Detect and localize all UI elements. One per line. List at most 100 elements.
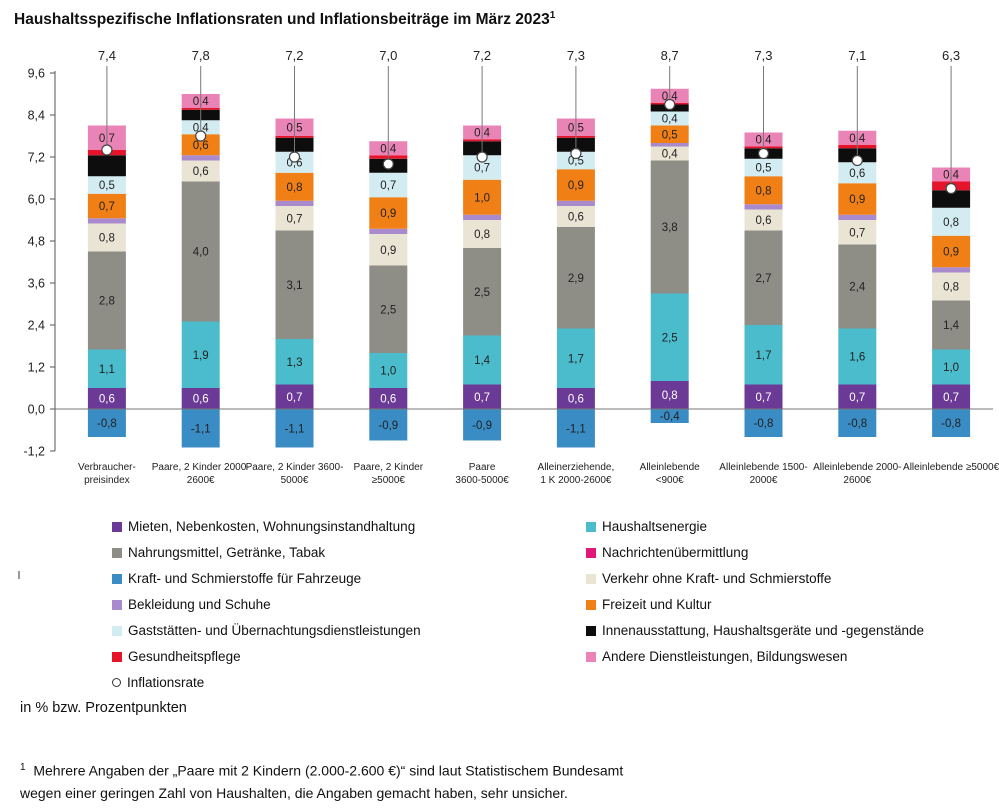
- bar-segment: [181, 181, 220, 322]
- legend-label: Innenausstattung, Haushaltsgeräte und -g…: [602, 623, 924, 638]
- bar-segment: [556, 200, 595, 206]
- segment-label: 1,4: [943, 320, 960, 332]
- legend-label: Inflationsrate: [127, 675, 205, 690]
- inflation-rate-label: 7,8: [192, 48, 210, 63]
- bar-segment: [463, 220, 502, 248]
- y-tick-label: 3,6: [28, 277, 45, 291]
- bar-segment: [744, 204, 783, 210]
- bar-segment: [744, 158, 783, 177]
- category-label: Alleinerziehende,: [538, 462, 615, 473]
- y-tick-label: 7,2: [28, 151, 45, 165]
- inflation-rate-label: 7,4: [98, 48, 116, 63]
- segment-label: 0,7: [849, 227, 865, 239]
- legend-swatch: [586, 521, 596, 532]
- segment-label: 0,7: [287, 392, 303, 404]
- segment-label: 3,8: [662, 222, 678, 234]
- footnote-text-1: Mehrere Angaben der „Paare mit 2 Kindern…: [33, 762, 624, 779]
- segment-label: -0,8: [754, 418, 774, 430]
- bar-segment: [650, 125, 689, 143]
- bar-segment: [369, 353, 408, 388]
- footnote: 1 Mehrere Angaben der „Paare mit 2 Kinde…: [20, 757, 623, 804]
- segment-label: 0,6: [193, 140, 209, 152]
- y-tick-label: 6,0: [28, 193, 45, 207]
- bar-segment: [369, 228, 408, 234]
- bar-segment: [744, 176, 783, 205]
- legend-swatch: [586, 547, 596, 558]
- bar-segment: [744, 209, 783, 231]
- bar-segment: [369, 388, 408, 409]
- segment-label: 1,4: [474, 355, 491, 367]
- segment-label: 1,6: [849, 352, 865, 364]
- segment-label: -0,9: [472, 420, 492, 432]
- bar-segment: [838, 162, 877, 184]
- category-label: ≥5000€: [372, 475, 406, 486]
- segment-label: -1,1: [191, 423, 211, 435]
- segment-label: 2,5: [662, 332, 678, 344]
- inflation-rate-label: 7,1: [848, 48, 866, 63]
- stacked-bar-chart: 9,6 8,4 7,2 6,0 4,8 3,6 2,4 1,2 0,0 -1,2 0,6 1,1 2,8…: [23, 48, 999, 486]
- bar-segment: [275, 384, 314, 409]
- bar-segment: [556, 328, 595, 388]
- bar-segment: [650, 409, 689, 423]
- chart-title-text: Haushaltsspezifische Inflationsraten und…: [14, 11, 550, 29]
- legend-item: Nachrichtenübermittlung: [586, 545, 748, 560]
- footnote-line-1: 1 Mehrere Angaben der „Paare mit 2 Kinde…: [20, 757, 623, 782]
- bar-segment: [744, 230, 783, 325]
- category-label: 2600€: [843, 475, 871, 486]
- bar-segment: [463, 179, 502, 215]
- legend-item: Bekleidung und Schuhe: [112, 597, 271, 612]
- bar-segment: [650, 160, 689, 294]
- bar-segment: [932, 267, 971, 273]
- inflation-rate-marker: [664, 98, 676, 111]
- bar-segment: [556, 388, 595, 409]
- segment-label: -1,1: [566, 423, 586, 435]
- category-label: preisindex: [84, 475, 130, 486]
- inflation-rate-marker: [195, 130, 207, 142]
- segment-label: 0,7: [849, 392, 865, 404]
- segment-label: -0,9: [378, 420, 398, 432]
- inflation-rate-label: 7,3: [754, 48, 772, 63]
- legend-item: Kraft- und Schmierstoffe für Fahrzeuge: [112, 571, 361, 586]
- legend-item: Verkehr ohne Kraft- und Schmierstoffe: [586, 571, 831, 586]
- segment-label: -0,8: [941, 418, 961, 430]
- segment-label: 0,6: [193, 394, 209, 406]
- bar-segment: [87, 193, 126, 219]
- category-label: 2000€: [750, 475, 778, 486]
- segment-label: 0,7: [756, 392, 772, 404]
- legend-item: Andere Dienstleistungen, Bildungswesen: [586, 649, 847, 664]
- segment-label: 0,8: [943, 282, 959, 294]
- segment-label: 2,5: [474, 287, 490, 299]
- title-footnote-mark: 1: [549, 10, 556, 21]
- category-label: 1 K 2000-2600€: [540, 475, 612, 486]
- segment-label: 0,6: [568, 394, 584, 406]
- inflation-rate-label: 7,0: [379, 48, 397, 63]
- legend-swatch: [112, 625, 122, 636]
- bar-segment: [650, 111, 689, 126]
- bar-segment: [463, 384, 502, 409]
- segment-label: 0,9: [943, 247, 959, 259]
- segment-label: 0,7: [943, 392, 959, 404]
- legend-label: Andere Dienstleistungen, Bildungswesen: [602, 649, 848, 664]
- inflation-rate-label: 7,3: [567, 48, 585, 63]
- bar-segment: [181, 321, 220, 388]
- bar-segment: [932, 349, 971, 385]
- legend-label: Kraft- und Schmierstoffe für Fahrzeuge: [128, 571, 362, 586]
- legend-item: Gesundheitspflege: [112, 649, 241, 664]
- segment-label: 0,8: [99, 233, 115, 245]
- segment-label: 0,9: [380, 208, 396, 220]
- category-label: Paare, 2 Kinder: [354, 462, 424, 473]
- category-label: Alleinlebende: [640, 462, 700, 473]
- segment-label: 0,6: [756, 215, 772, 227]
- bar-segment: [181, 388, 220, 409]
- inflation-rate-marker: [570, 147, 582, 160]
- bar-segment: [181, 160, 220, 182]
- bar-segment: [932, 409, 971, 437]
- segment-label: 1,3: [287, 357, 303, 369]
- inflation-rate-marker: [476, 151, 488, 163]
- bar-segment: [838, 328, 877, 385]
- unit-note: in % bzw. Prozentpunkten: [20, 700, 187, 716]
- segment-label: 1,0: [474, 192, 490, 204]
- bar-segment: [87, 388, 126, 409]
- legend-swatch: [586, 625, 596, 636]
- segment-label: 0,9: [849, 194, 865, 206]
